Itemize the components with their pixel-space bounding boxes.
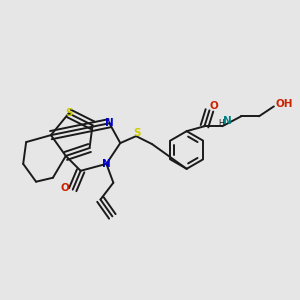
Text: O: O [209, 101, 218, 111]
Text: H: H [218, 119, 224, 128]
Text: N: N [105, 118, 114, 128]
Text: S: S [134, 128, 141, 138]
Text: N: N [102, 159, 111, 169]
Text: OH: OH [275, 99, 292, 110]
Text: N: N [223, 116, 232, 126]
Text: O: O [60, 183, 69, 193]
Text: S: S [65, 108, 73, 118]
